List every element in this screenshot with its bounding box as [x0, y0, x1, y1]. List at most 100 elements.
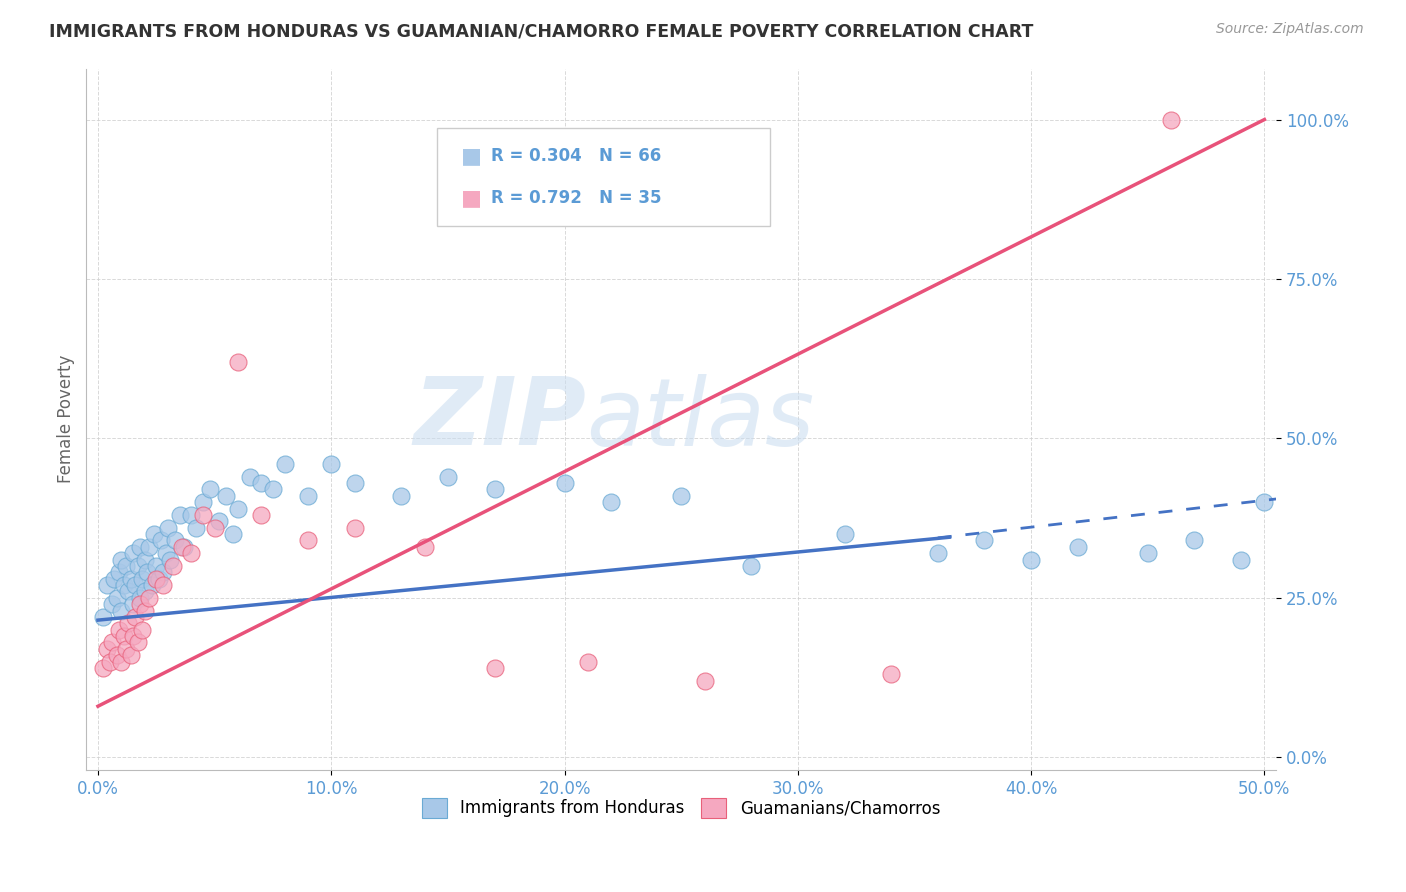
Point [131, 572, 153, 586]
Text: IMMIGRANTS FROM HONDURAS VS GUAMANIAN/CHAMORRO FEMALE POVERTY CORRELATION CHART: IMMIGRANTS FROM HONDURAS VS GUAMANIAN/CH… [49, 22, 1033, 40]
Point [101, 597, 124, 611]
Point [129, 540, 152, 554]
Point [880, 667, 903, 681]
Point [173, 540, 195, 554]
Point [142, 527, 165, 541]
Point [191, 508, 214, 522]
Point [124, 610, 146, 624]
Point [554, 476, 576, 491]
Point [343, 521, 366, 535]
Point [145, 572, 167, 586]
Point [156, 521, 179, 535]
Point [180, 546, 202, 560]
Point [215, 489, 238, 503]
Point [204, 521, 226, 535]
Point [262, 483, 284, 497]
Point [208, 514, 231, 528]
Point [115, 641, 138, 656]
Point [129, 591, 152, 605]
Point [740, 558, 762, 573]
Point [134, 603, 156, 617]
Point [145, 558, 167, 573]
Point [115, 558, 138, 573]
Point [184, 521, 207, 535]
Point [297, 533, 319, 548]
Point [484, 483, 506, 497]
Point [273, 457, 295, 471]
Point [973, 533, 995, 548]
Point [834, 527, 856, 541]
Point [191, 495, 214, 509]
Point [91, 661, 114, 675]
Text: R = 0.304   N = 66: R = 0.304 N = 66 [491, 147, 661, 165]
Point [110, 552, 132, 566]
Point [138, 540, 160, 554]
Point [152, 578, 174, 592]
Point [96, 641, 118, 656]
Point [1136, 546, 1159, 560]
Point [927, 546, 949, 560]
Point [122, 629, 145, 643]
Text: ZIP: ZIP [413, 373, 586, 466]
Point [127, 558, 149, 573]
Point [170, 540, 193, 554]
Point [162, 558, 184, 573]
Point [343, 476, 366, 491]
Point [127, 635, 149, 649]
Point [250, 476, 273, 491]
Point [250, 508, 273, 522]
Point [169, 508, 191, 522]
Point [148, 572, 170, 586]
Point [134, 552, 156, 566]
Point [163, 533, 186, 548]
Point [1160, 112, 1182, 127]
Point [198, 483, 221, 497]
Point [112, 629, 135, 643]
Point [91, 610, 114, 624]
Point [105, 591, 128, 605]
Point [103, 572, 125, 586]
Point [120, 648, 142, 663]
Point [124, 578, 146, 592]
Point [108, 623, 131, 637]
Point [98, 655, 121, 669]
Point [117, 584, 139, 599]
Point [1184, 533, 1206, 548]
Point [239, 469, 262, 483]
Point [600, 495, 623, 509]
Point [110, 655, 132, 669]
Text: ■: ■ [461, 188, 482, 209]
Legend: Immigrants from Honduras, Guamanians/Chamorros: Immigrants from Honduras, Guamanians/Cha… [415, 791, 948, 825]
Point [222, 527, 245, 541]
Point [141, 578, 163, 592]
Point [669, 489, 692, 503]
Point [1230, 552, 1253, 566]
Point [101, 635, 124, 649]
Point [120, 572, 142, 586]
Point [180, 508, 202, 522]
Point [152, 566, 174, 580]
Point [155, 546, 177, 560]
Point [96, 578, 118, 592]
Point [131, 623, 153, 637]
Text: R = 0.792   N = 35: R = 0.792 N = 35 [491, 189, 661, 207]
Point [129, 597, 152, 611]
Point [122, 597, 145, 611]
Point [105, 648, 128, 663]
Text: ■: ■ [461, 146, 482, 166]
Point [484, 661, 506, 675]
Point [112, 578, 135, 592]
Text: atlas: atlas [586, 374, 814, 465]
Point [437, 469, 460, 483]
Point [110, 603, 132, 617]
Point [117, 616, 139, 631]
Point [321, 457, 343, 471]
Y-axis label: Female Poverty: Female Poverty [58, 355, 75, 483]
Point [1019, 552, 1042, 566]
FancyBboxPatch shape [437, 128, 770, 227]
Point [1253, 495, 1275, 509]
Point [136, 566, 159, 580]
Point [134, 584, 156, 599]
Point [149, 533, 172, 548]
Point [226, 501, 249, 516]
